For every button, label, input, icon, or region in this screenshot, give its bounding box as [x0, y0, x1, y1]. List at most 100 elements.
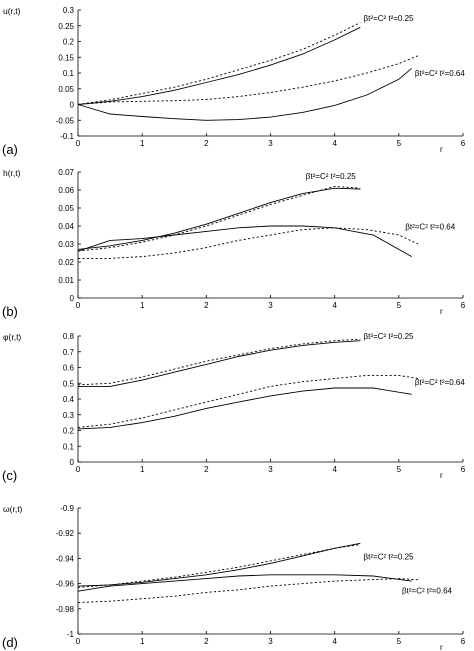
x-tick-label: 4: [332, 465, 337, 474]
series-line-4-dashed: [77, 55, 419, 105]
y-tick-label: -0.05: [56, 116, 75, 125]
x-tick-label: 3: [268, 139, 273, 148]
x-tick-label: 2: [204, 139, 209, 148]
series-line-3-solid: [77, 225, 412, 257]
series-line-3-solid: [77, 574, 412, 592]
y-tick-label: 0.2: [63, 38, 75, 47]
x-tick-label: 3: [268, 301, 273, 310]
y-tick-label: 0: [70, 101, 75, 110]
y-tick-label: 0.15: [58, 53, 74, 62]
y-tick-label: 0.04: [58, 222, 74, 231]
curve-annotation: βt²=C² t²=0.25: [364, 553, 415, 562]
y-tick-label: 0.7: [63, 348, 75, 357]
y-tick-label: 0.25: [58, 22, 74, 31]
panel-label: (b): [2, 304, 18, 319]
y-axis-label: ω(r,t): [3, 504, 23, 514]
x-tick-label: 5: [397, 637, 402, 646]
y-tick-label: 0: [70, 294, 75, 303]
chart-panel-1: 0 1 2 3 4 5 6 -0.1 -0.05 0 0.05 0.1 0.15 0.2 0.25 0.3 u(…: [2, 6, 466, 157]
x-tick-label: 6: [461, 465, 466, 474]
y-tick-label: 0.5: [63, 379, 75, 388]
x-tick-label: 1: [140, 139, 145, 148]
series-line-2-dashed: [77, 185, 361, 252]
y-tick-label: 0.07: [58, 168, 74, 177]
x-tick-label: 3: [268, 465, 273, 474]
y-axis-label: h(r,t): [3, 168, 21, 178]
chart-panel-2: 0 1 2 3 4 5 6 0 0.01 0.02 0.03 0.04 0.05 0.06 0.07 h(r,…: [2, 168, 466, 319]
x-tick-label: 1: [140, 301, 145, 310]
y-tick-label: -0.9: [60, 504, 74, 513]
x-tick-label: 0: [76, 139, 81, 148]
curve-annotation: βt²=C² t²=0.25: [306, 172, 357, 181]
series-line-4-dashed: [77, 374, 419, 428]
series-line-2-dashed: [77, 544, 361, 588]
x-tick-label: 2: [204, 465, 209, 474]
x-tick-label: 0: [76, 465, 81, 474]
y-tick-label: 0.02: [58, 258, 74, 267]
curve-annotation: βt²=C² t²=0.25: [364, 332, 415, 341]
x-tick-label: 2: [204, 301, 209, 310]
series-line-1-solid: [78, 340, 361, 387]
y-tick-label: 0.3: [63, 6, 75, 15]
x-axis-label: r: [440, 643, 443, 651]
x-tick-label: 2: [204, 637, 209, 646]
panel-label: (d): [2, 635, 18, 650]
y-tick-label: 0.2: [63, 427, 75, 436]
y-tick-label: -0.98: [56, 605, 75, 614]
x-axis-label: r: [440, 307, 443, 316]
x-tick-label: 5: [397, 465, 402, 474]
x-tick-label: 6: [461, 139, 466, 148]
x-tick-label: 6: [461, 301, 466, 310]
series-line-4-dashed: [77, 578, 419, 603]
y-axis-label: u(r,t): [3, 6, 21, 16]
series-line-2-dashed: [77, 338, 361, 386]
series-line-4-dashed: [78, 227, 419, 259]
series-line-2-dashed: [77, 22, 361, 105]
series-line-1-solid: [77, 542, 361, 587]
y-tick-label: 0.05: [58, 204, 74, 213]
x-tick-label: 5: [397, 301, 402, 310]
chart-panel-4: 0 1 2 3 4 5 6 -1 -0.98 -0.96 -0.94 -0.92 -0.9 ω(r,t) r…: [2, 504, 466, 651]
y-tick-label: 0.01: [58, 276, 74, 285]
x-tick-label: 0: [76, 301, 81, 310]
x-tick-label: 4: [332, 637, 337, 646]
y-tick-label: -0.94: [56, 554, 75, 563]
x-tick-label: 4: [332, 301, 337, 310]
x-axis-label: r: [440, 145, 443, 154]
x-tick-label: 5: [397, 139, 402, 148]
y-tick-label: 0.4: [63, 395, 75, 404]
curve-annotation: βt²=C² t²=0.64: [405, 223, 456, 232]
y-tick-label: -0.1: [60, 132, 74, 141]
x-tick-label: 0: [76, 637, 81, 646]
y-tick-label: 0.1: [63, 442, 75, 451]
y-tick-label: 0.1: [63, 69, 75, 78]
y-tick-label: 0.06: [58, 186, 74, 195]
y-tick-label: -0.92: [56, 529, 75, 538]
y-tick-label: -0.96: [56, 580, 75, 589]
curve-annotation: βt²=C² t²=0.64: [415, 378, 466, 387]
series-line-1-solid: [77, 187, 361, 250]
x-tick-label: 4: [332, 139, 337, 148]
series-line-1-solid: [77, 26, 361, 105]
x-tick-label: 3: [268, 637, 273, 646]
series-line-3-solid: [77, 387, 412, 430]
y-tick-label: 0.6: [63, 364, 75, 373]
panel-label: (a): [2, 142, 18, 157]
y-tick-label: 0.8: [63, 332, 75, 341]
chart-panel-3: 0 1 2 3 4 5 6 0 0.1 0.2 0.3 0.4 0.5 0.6 0.7 0.8 φ(r,t) r (…: [2, 332, 466, 483]
x-tick-label: 6: [461, 637, 466, 646]
y-tick-label: 0.05: [58, 85, 74, 94]
y-tick-label: 0.03: [58, 240, 74, 249]
series-line-3-solid: [77, 67, 412, 121]
x-axis-label: r: [440, 471, 443, 480]
x-tick-label: 1: [140, 637, 145, 646]
y-axis-label: φ(r,t): [3, 332, 21, 342]
curve-annotation: βt²=C² t²=0.64: [415, 69, 466, 78]
panel-label: (c): [2, 468, 17, 483]
y-tick-label: -1: [67, 630, 75, 639]
x-tick-label: 1: [140, 465, 145, 474]
y-tick-label: 0: [70, 458, 75, 467]
curve-annotation: βt²=C² t²=0.64: [402, 587, 453, 596]
y-tick-label: 0.3: [63, 411, 75, 420]
